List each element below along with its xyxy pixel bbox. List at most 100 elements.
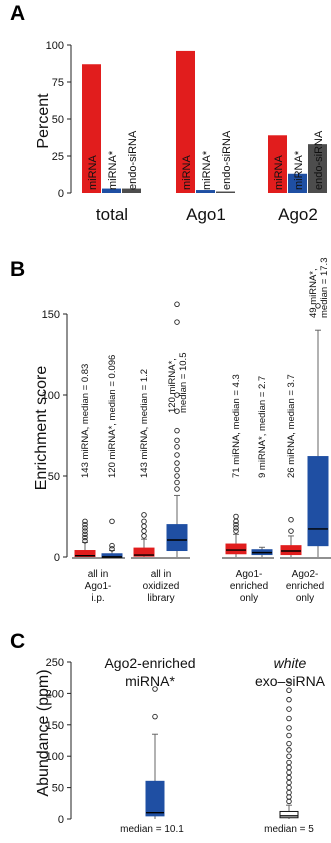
outlier-point-b: [174, 301, 180, 308]
annotation-b: 9 miRNA*, median = 2.7: [257, 376, 268, 478]
outlier-point-b: [174, 437, 180, 444]
title-ago2-line1: Ago2-enriched: [104, 655, 195, 671]
bar-endo-siRNA-Ago2: [308, 144, 327, 193]
outlier-point-b: [174, 466, 180, 473]
outlier-point-c: [286, 678, 292, 684]
panel-b: B Enrichment score 0 50 100 150 143 miRNA, …: [10, 258, 331, 604]
title-white-line1: white: [274, 655, 307, 671]
bar-miRNA-star-Ago1: [196, 190, 215, 193]
box-b: [307, 456, 329, 547]
y-tick-label-a: 0: [58, 188, 64, 200]
median-label-ago2: median = 10.1: [120, 824, 184, 835]
outlier-point-c: [286, 706, 292, 712]
outlier-point-b: [233, 521, 239, 528]
y-tick-label-c: 50: [52, 783, 64, 795]
y-tick-label-c: 0: [58, 814, 64, 826]
outlier-point-c: [286, 753, 292, 759]
y-tick-label-c: 250: [46, 657, 64, 669]
outlier-point-b: [174, 479, 180, 486]
annotation-b: 143 miRNA, median = 1.2: [139, 369, 150, 478]
boxes-b: [74, 301, 329, 558]
bar-miRNA-star-total: [102, 188, 121, 193]
y-axis-b: 0 50 100 150: [42, 309, 331, 564]
outlier-point-c: [286, 732, 292, 739]
outlier-point-b: [288, 528, 294, 534]
annotations-b: 143 miRNA, median = 0.83 120 miRNA*, medi…: [80, 258, 330, 478]
outlier-point-c: [286, 740, 292, 747]
bar-label: endo-siRNA: [313, 130, 325, 190]
outlier-point-b: [174, 408, 180, 414]
annotation-b: median = 17.3: [319, 258, 330, 318]
category-label-b: all in: [88, 569, 109, 580]
annotation-b: 143 miRNA, median = 0.83: [80, 364, 91, 478]
outlier-point-b: [141, 512, 147, 518]
y-axis-a: 0 25 50 75 100: [46, 40, 72, 200]
outlier-point-c: [286, 764, 292, 771]
bar-label: miRNA: [273, 155, 285, 190]
y-tick-label-c: 150: [46, 720, 64, 732]
y-axis-label-c: Abundance (ppm): [35, 669, 52, 796]
category-label-b: only: [296, 593, 314, 604]
category-label-a: Ago1: [186, 205, 226, 224]
outlier-point-b: [82, 518, 88, 525]
category-label-b: oxidized: [143, 581, 180, 592]
bar-label: endo-siRNA: [127, 130, 139, 190]
outlier-point-b: [82, 534, 88, 541]
y-tick-label-b: 100: [42, 390, 60, 402]
annotation-b: 120 miRNA*,: [167, 358, 178, 413]
outlier-point-b: [174, 444, 180, 450]
bar-label: miRNA: [87, 155, 99, 190]
median-label-white: median = 5: [264, 824, 314, 835]
outlier-point-b: [82, 521, 88, 528]
box-b: [166, 524, 188, 552]
outlier-point-b: [174, 486, 180, 492]
outlier-point-c: [286, 769, 292, 776]
box-b: [74, 550, 96, 558]
outlier-point-b: [109, 542, 115, 549]
y-tick-label-b: 0: [54, 552, 60, 564]
category-label-b: Ago1-: [85, 581, 112, 592]
outlier-point-b: [174, 452, 180, 458]
outlier-point-b: [233, 528, 239, 534]
panel-c: C Abundance (ppm) Ago2-enriched miRNA* w…: [10, 630, 326, 835]
category-label-b: library: [147, 593, 174, 604]
outlier-point-b: [233, 525, 239, 531]
boxes-c: [145, 678, 299, 819]
y-tick-label-b: 50: [48, 471, 60, 483]
bar-label: miRNA*: [293, 150, 305, 190]
bar-miRNA-Ago2: [268, 135, 287, 193]
category-label-b: enriched: [230, 581, 268, 592]
category-label-b: only: [240, 593, 258, 604]
category-label-b: Ago1-: [236, 569, 263, 580]
outlier-point-b: [141, 523, 147, 529]
outlier-point-c: [286, 715, 292, 722]
bar-miRNA-total: [82, 64, 101, 194]
panel-label-b: B: [10, 258, 25, 281]
outlier-point-b: [174, 460, 180, 466]
y-axis-label-c-text: Abundance (ppm): [35, 669, 52, 796]
box-b: [133, 547, 155, 557]
y-tick-label-c: 200: [46, 688, 64, 700]
panel-a: A Percent 0 25 50 75 100 miRNA miRNA* endo-siR…: [10, 2, 327, 224]
outlier-point-c: [286, 696, 292, 703]
y-tick-label-c: 100: [46, 751, 64, 763]
annotation-b: median = 10.5: [178, 353, 189, 413]
y-axis-c: 0 50 100 150 200 250: [46, 657, 72, 826]
outlier-point-c: [152, 713, 158, 720]
outlier-point-b: [141, 533, 147, 539]
outlier-point-b: [109, 518, 115, 525]
category-label-a: total: [96, 205, 128, 224]
panel-label-c: C: [10, 630, 25, 653]
outlier-point-c: [286, 784, 292, 791]
annotation-b: 26 miRNA, median = 3.7: [286, 374, 297, 478]
outlier-point-b: [82, 525, 88, 531]
outlier-point-b: [82, 528, 88, 534]
annotation-b: 49 miRNA*,: [308, 268, 319, 318]
outlier-point-b: [174, 427, 180, 434]
outlier-point-c: [286, 759, 292, 766]
category-label-b: Ago2-: [292, 569, 319, 580]
outlier-point-c: [286, 798, 292, 805]
y-tick-label-a: 75: [52, 77, 64, 89]
outlier-point-b: [109, 546, 115, 552]
